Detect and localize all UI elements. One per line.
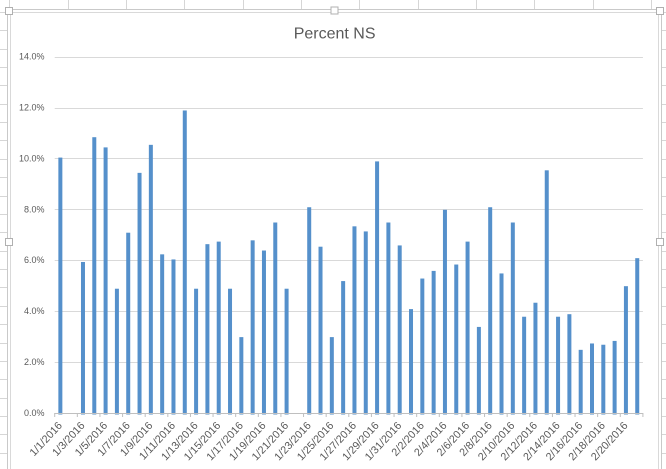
svg-text:4.0%: 4.0%: [24, 306, 45, 316]
svg-text:Percent NS: Percent NS: [294, 26, 376, 43]
svg-text:0.0%: 0.0%: [24, 408, 45, 418]
svg-text:12.0%: 12.0%: [19, 102, 45, 112]
svg-text:10.0%: 10.0%: [19, 153, 45, 163]
svg-text:14.0%: 14.0%: [19, 52, 45, 62]
svg-text:2.0%: 2.0%: [24, 357, 45, 367]
svg-text:6.0%: 6.0%: [24, 255, 45, 265]
svg-text:8.0%: 8.0%: [24, 204, 45, 214]
